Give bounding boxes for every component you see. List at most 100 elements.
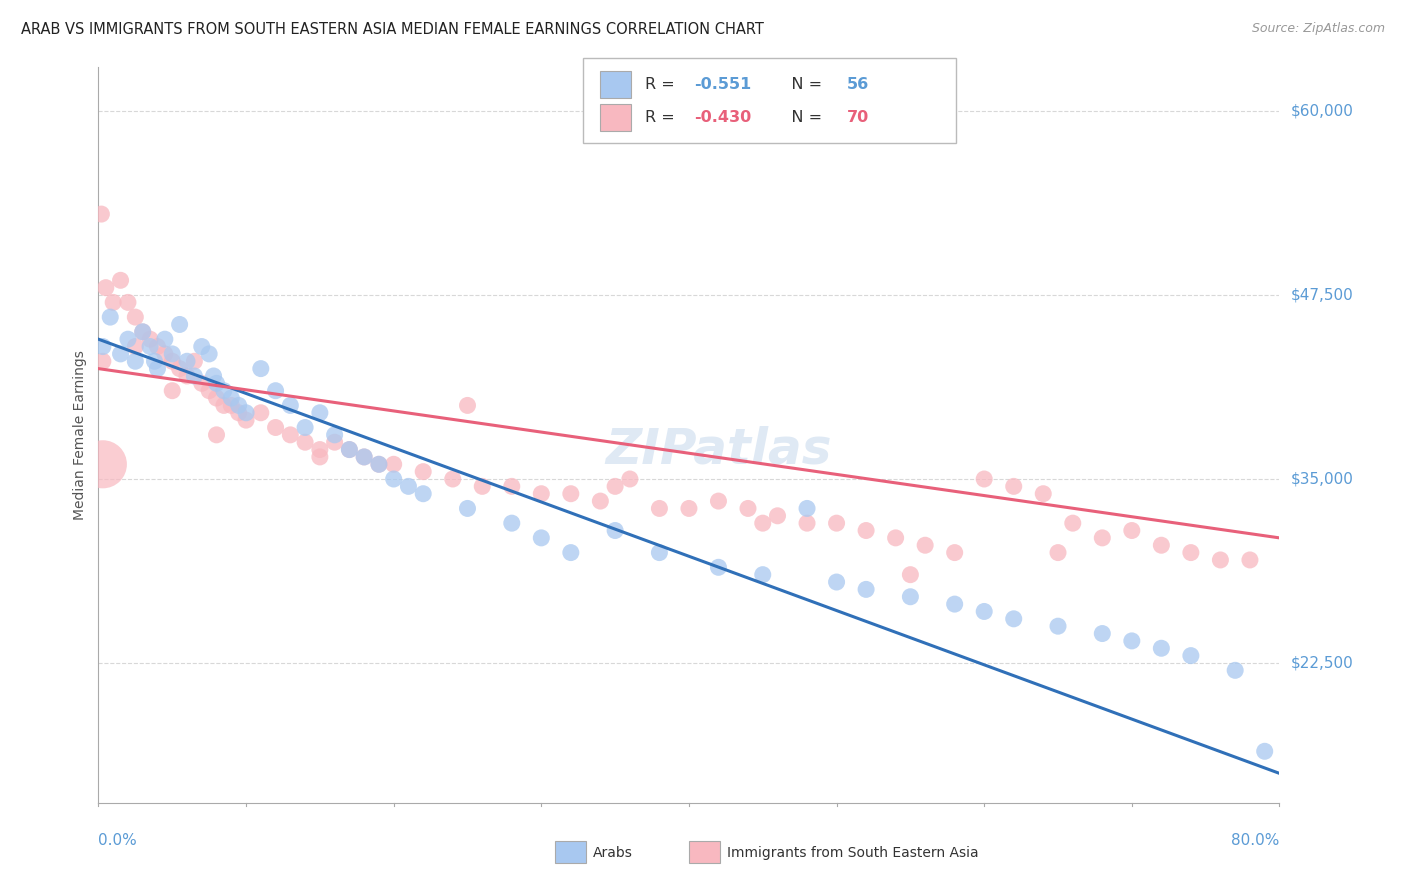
Text: 70: 70: [846, 111, 869, 125]
Point: [1002, 479, 1025, 493]
Point: [117, 295, 139, 310]
Point: [1150, 641, 1173, 656]
Point: [1209, 553, 1232, 567]
Point: [205, 427, 228, 442]
Point: [398, 479, 420, 493]
Point: [339, 442, 361, 457]
Text: $60,000: $60,000: [1291, 103, 1354, 119]
Point: [323, 435, 346, 450]
Text: 56: 56: [846, 78, 869, 92]
Point: [382, 472, 405, 486]
Point: [412, 486, 434, 500]
Point: [943, 545, 966, 560]
Point: [1121, 633, 1143, 648]
Point: [368, 457, 391, 471]
Point: [153, 332, 176, 346]
Point: [678, 501, 700, 516]
Point: [605, 479, 627, 493]
Point: [117, 332, 139, 346]
Point: [110, 347, 132, 361]
Point: [973, 472, 995, 486]
Point: [146, 339, 169, 353]
Point: [900, 590, 922, 604]
Point: [1180, 648, 1202, 663]
Point: [1091, 626, 1114, 640]
Point: [323, 427, 346, 442]
Point: [825, 574, 848, 589]
Point: [205, 391, 228, 405]
Point: [560, 545, 582, 560]
Point: [191, 339, 214, 353]
Point: [124, 310, 146, 324]
Point: [132, 325, 155, 339]
Text: $35,000: $35,000: [1291, 472, 1354, 486]
Point: [884, 531, 907, 545]
Point: [339, 442, 361, 457]
Point: [353, 450, 375, 464]
Point: [264, 384, 287, 398]
Point: [1121, 524, 1143, 538]
Point: [855, 524, 877, 538]
Point: [212, 384, 235, 398]
Text: 0.0%: 0.0%: [98, 833, 138, 848]
Point: [796, 501, 818, 516]
Point: [1254, 744, 1277, 758]
Point: [205, 376, 228, 391]
Point: [280, 427, 302, 442]
Point: [139, 332, 162, 346]
Point: [1225, 664, 1247, 678]
Point: [589, 494, 612, 508]
Point: [139, 339, 162, 353]
Text: R =: R =: [645, 78, 685, 92]
Point: [235, 406, 257, 420]
Point: [176, 354, 198, 368]
Point: [221, 398, 243, 412]
Point: [1002, 612, 1025, 626]
Point: [619, 472, 641, 486]
Point: [198, 384, 221, 398]
Point: [752, 567, 775, 582]
Point: [1150, 538, 1173, 552]
Point: [124, 339, 146, 353]
Point: [94, 280, 117, 294]
Point: [560, 486, 582, 500]
Point: [228, 406, 250, 420]
Point: [309, 406, 332, 420]
Point: [91, 457, 114, 471]
Point: [110, 273, 132, 287]
Point: [825, 516, 848, 530]
Point: [98, 310, 121, 324]
Point: [530, 531, 553, 545]
Point: [914, 538, 936, 552]
Text: R =: R =: [645, 111, 685, 125]
Point: [1047, 619, 1070, 633]
Point: [146, 361, 169, 376]
Point: [648, 545, 671, 560]
Point: [707, 560, 730, 574]
Point: [796, 516, 818, 530]
Point: [124, 354, 146, 368]
Point: [1239, 553, 1261, 567]
Y-axis label: Median Female Earnings: Median Female Earnings: [73, 350, 87, 520]
Point: [501, 479, 523, 493]
Point: [707, 494, 730, 508]
Point: [382, 457, 405, 471]
Point: [973, 605, 995, 619]
Point: [153, 347, 176, 361]
Point: [162, 347, 183, 361]
Point: [280, 398, 302, 412]
Point: [143, 354, 166, 368]
Point: [212, 398, 235, 412]
Point: [353, 450, 375, 464]
Point: [294, 435, 316, 450]
Point: [737, 501, 759, 516]
Text: N =: N =: [776, 111, 827, 125]
Point: [169, 318, 191, 332]
Point: [183, 368, 205, 383]
Point: [441, 472, 464, 486]
Point: [1180, 545, 1202, 560]
Text: ARAB VS IMMIGRANTS FROM SOUTH EASTERN ASIA MEDIAN FEMALE EARNINGS CORRELATION CH: ARAB VS IMMIGRANTS FROM SOUTH EASTERN AS…: [21, 22, 763, 37]
Point: [605, 524, 627, 538]
Point: [309, 442, 332, 457]
Text: $22,500: $22,500: [1291, 656, 1354, 671]
